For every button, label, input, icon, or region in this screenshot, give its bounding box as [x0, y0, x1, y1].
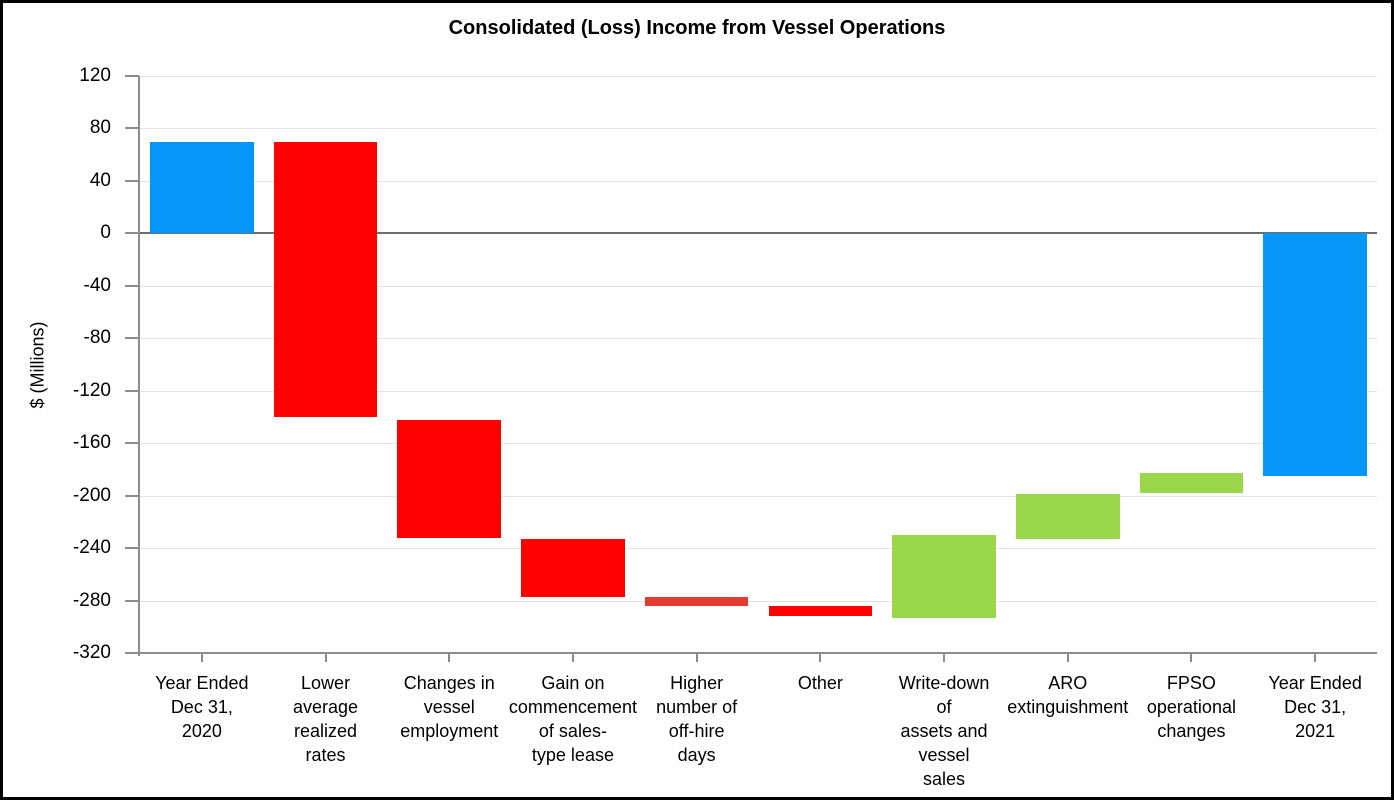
bar-other: [768, 605, 873, 617]
gridline: [140, 180, 1377, 182]
category-label-lower-average-realized-rates: Lower average realized rates: [293, 673, 359, 765]
gridline: [140, 128, 1377, 130]
y-axis-tick: [125, 179, 139, 182]
x-axis-tick: [819, 653, 822, 662]
x-axis-tick: [943, 653, 946, 662]
x-axis-tick: [200, 653, 203, 662]
x-axis-line: [140, 652, 1377, 654]
x-axis-tick: [1190, 653, 1193, 662]
y-tick-label: 120: [79, 65, 111, 86]
x-axis-tick: [324, 653, 327, 662]
bar-aro-extinguishment: [1015, 494, 1120, 539]
gridline: [140, 76, 1377, 77]
plot-area: 120 80 40 0 -40 -80 -120 -160 -200 -240 -280 -320 Ye…: [3, 3, 1391, 797]
bar-year-ended-dec-31-2020: [150, 141, 254, 234]
y-axis-line: [138, 76, 140, 656]
y-tick-label: -320: [72, 642, 111, 663]
bar-gain-on-commencement-of-sales-type-lease: [521, 538, 625, 597]
gridline: [140, 285, 1377, 287]
bar-fpso-operational-changes: [1139, 473, 1244, 493]
category-label-aro-extinguishment: ARO extinguishment: [1007, 673, 1129, 717]
y-axis-tick: [125, 599, 139, 602]
x-axis-tick: [448, 653, 451, 662]
y-tick-label: -240: [72, 537, 111, 559]
zero-baseline: [140, 232, 1377, 235]
bar-changes-in-vessel-employment: [397, 419, 502, 538]
gridline: [140, 390, 1377, 392]
y-tick-label: -280: [72, 589, 111, 611]
y-tick-label: 40: [89, 169, 111, 191]
category-label-year-ended-dec-31-2021: Year Ended Dec 31, 2021: [1268, 673, 1362, 741]
chart-title: Consolidated (Loss) Income from Vessel O…: [448, 17, 946, 39]
bar-year-ended-dec-31-2021: [1263, 233, 1367, 476]
category-label-changes-in-vessel-employment: Changes in vessel employment: [400, 673, 499, 741]
y-tick-label: -200: [72, 484, 111, 506]
y-axis-tick: [125, 494, 139, 497]
bar-lower-average-realized-rates: [273, 141, 378, 417]
x-axis-tick: [1066, 653, 1069, 662]
x-axis-tick: [571, 653, 574, 662]
x-axis-tick: [1314, 653, 1317, 662]
gridline: [140, 548, 1377, 550]
category-label-gain-on-commencement-of-sales-type-lease: Gain on commencement of sales- type leas…: [508, 673, 637, 765]
gridline: [140, 443, 1377, 445]
y-axis-tick: [125, 389, 139, 392]
category-label-other: Other: [797, 673, 843, 693]
y-axis-tick: [125, 232, 139, 235]
category-label-write-down-of-assets-and-vessel-sales: Write-down of assets and vessel sales: [898, 673, 990, 789]
y-axis-tick: [125, 284, 139, 287]
bar-write-down-of-assets-and-vessel-sales: [892, 534, 996, 618]
y-axis-tick: [125, 652, 139, 654]
bar-higher-number-of-off-hire-days: [644, 596, 749, 606]
y-tick-label: -40: [83, 274, 111, 296]
category-label-higher-number-of-off-hire-days: Higher number of off-hire days: [656, 673, 738, 765]
y-axis-tick: [125, 127, 139, 130]
y-tick-label: -160: [72, 432, 111, 454]
category-label-year-ended-dec-31-2020: Year Ended Dec 31, 2020: [155, 673, 249, 741]
y-axis-tick: [125, 547, 139, 550]
y-axis-tick: [125, 75, 139, 77]
gridline: [140, 495, 1377, 497]
y-axis-tick: [125, 442, 139, 445]
gridline: [140, 600, 1377, 602]
y-tick-label: 80: [89, 117, 111, 139]
gridline: [140, 338, 1377, 340]
y-tick-label: -80: [83, 327, 111, 349]
y-tick-label: 0: [100, 222, 111, 244]
y-axis-tick: [125, 337, 139, 340]
y-tick-label: -120: [72, 379, 111, 401]
category-label-fpso-operational-changes: FPSO operational changes: [1146, 673, 1236, 741]
x-axis-tick: [695, 653, 698, 662]
